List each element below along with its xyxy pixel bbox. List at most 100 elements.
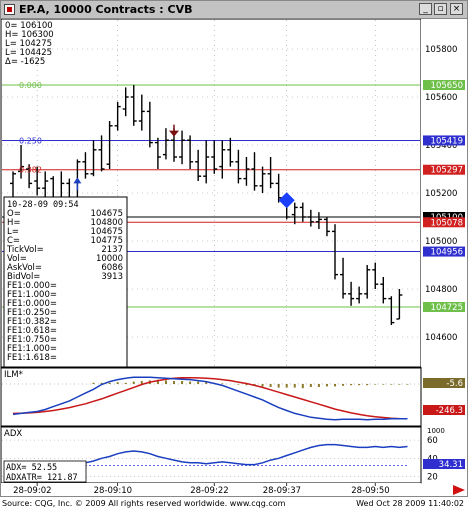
price-bars xyxy=(10,85,403,325)
close-button[interactable]: × xyxy=(450,3,463,15)
price-tag-bg xyxy=(423,135,465,146)
ilm-tag-1: -5.6 xyxy=(446,379,463,389)
price-tag-bg xyxy=(423,212,465,222)
time-tick-label: 28-09:50 xyxy=(351,486,389,496)
minimize-button[interactable]: _ xyxy=(419,3,432,15)
price-tags: 1056501054191052971051001050781049561047… xyxy=(423,80,465,313)
ohlc-open: 0= 106100 xyxy=(5,21,53,31)
price-tag-bg xyxy=(423,217,465,228)
restore-button[interactable]: ▫ xyxy=(434,3,447,15)
info-row-value: 104675 xyxy=(91,227,123,237)
ilm-indicator xyxy=(2,376,420,421)
time-axis[interactable] xyxy=(1,483,421,496)
fib-labels: 0.000 0.250 0.382 xyxy=(19,81,42,175)
fib-label-0: 0.000 xyxy=(19,81,42,90)
price-tick-label: 105600 xyxy=(425,93,457,103)
status-footer: Source: CQG, Inc. © 2009 All rights rese… xyxy=(0,497,468,511)
scroll-right-arrow-icon[interactable] xyxy=(453,485,465,495)
info-row-key: FE1:1.618= xyxy=(7,353,57,363)
info-row-key: H= xyxy=(7,218,21,228)
info-row-key: FE1:0.000= xyxy=(7,281,57,291)
time-tick-label: 28-09:22 xyxy=(190,486,228,496)
window-title: EP.A, 10000 Contracts : CVB xyxy=(19,3,193,16)
adx-value: ADX= 52.55 xyxy=(6,463,57,473)
info-row-key: AskVol= xyxy=(7,263,42,273)
info-panel-box xyxy=(3,196,128,368)
signal-markers xyxy=(73,124,295,209)
info-row-key: FE1:1.000= xyxy=(7,290,57,300)
info-row-value: 104775 xyxy=(91,236,123,246)
price-tag-bg xyxy=(423,80,465,90)
info-row-key: FE1:0.000= xyxy=(7,299,57,309)
diamond-marker-icon xyxy=(278,192,295,209)
info-row-value: 3913 xyxy=(101,272,123,282)
price-tag-bg xyxy=(423,164,465,175)
copyright-text: Source: CQG, Inc. © 2009 All rights rese… xyxy=(2,499,286,508)
adx-tick-label: 60 xyxy=(427,436,438,446)
ohlc-low: L= 104275 xyxy=(5,39,52,49)
down-arrow-icon xyxy=(169,130,179,137)
info-row-value: 6086 xyxy=(101,263,123,273)
price-tag-bg xyxy=(423,302,465,312)
ilm-tag-2: -246.3 xyxy=(436,406,463,416)
info-row-key: L= xyxy=(7,227,19,237)
ilm-red-line xyxy=(12,376,408,420)
time-tick-label: 28-09:02 xyxy=(13,486,51,496)
ohlc-close: L= 104425 xyxy=(5,48,52,58)
adx-tick-label: 20 xyxy=(427,472,438,482)
info-row-key: O= xyxy=(7,209,21,219)
up-arrow-icon xyxy=(73,177,82,184)
info-rows: O= 104675 H= 104800 L= 104675 C= 104775 TickVol=… xyxy=(6,209,123,363)
adx-tag-bg xyxy=(423,459,465,469)
ilm-tag-1-bg xyxy=(423,378,465,388)
info-row-value: 2137 xyxy=(101,245,123,255)
ohlc-high: H= 106300 xyxy=(5,30,54,40)
ilm-label: ILM* xyxy=(4,370,23,380)
ilm-blue-line xyxy=(12,376,408,421)
info-row-key: FE1:1.000= xyxy=(7,344,57,354)
fib-label-250: 0.250 xyxy=(19,136,42,145)
price-tag-label: 105650 xyxy=(431,81,463,91)
time-tick-label: 28-09:10 xyxy=(94,486,132,496)
info-row-key: FE1:0.618= xyxy=(7,326,57,336)
price-tick-label: 104800 xyxy=(425,285,457,295)
info-row-key: Vol= xyxy=(7,254,27,264)
title-bar[interactable]: EP.A, 10000 Contracts : CVB _ ▫ × xyxy=(1,1,467,19)
price-tag-label: 104725 xyxy=(431,303,463,313)
adx-axis-ticks: 1000604020 xyxy=(427,427,445,482)
info-row-value: 104675 xyxy=(91,209,123,219)
price-tag-label: 105297 xyxy=(431,166,463,176)
timestamp-text: Wed Oct 28 2009 11:40:02 xyxy=(356,499,464,508)
info-row-key: FE1:0.750= xyxy=(7,335,57,345)
price-tick-label: 105000 xyxy=(425,237,457,247)
info-row-key: FE1:0.382= xyxy=(7,317,57,327)
ilm-pane[interactable] xyxy=(1,367,422,427)
price-tag-label: 105078 xyxy=(431,218,463,228)
cursor-info-panel: 10-28-09 09:54 O= 104675 H= 104800 L= 104675 C… xyxy=(3,196,128,368)
ohlc-delta: Δ= -1625 xyxy=(5,57,45,67)
fib-label-382: 0.382 xyxy=(19,166,42,175)
info-row-key: BidVol= xyxy=(7,272,40,282)
adx-tick-label: 1000 xyxy=(427,427,445,435)
price-axis-ticks: 105800 105600 105400 105200 105000 104800 1046… xyxy=(425,45,457,343)
adx-tag: 34.31 xyxy=(439,460,463,470)
ilm-tag-2-bg xyxy=(423,405,465,415)
price-tick-label: 105200 xyxy=(425,189,457,199)
info-row-key: FE1:0.250= xyxy=(7,308,57,318)
time-axis-ticks: 28-09:02 28-09:10 28-09:22 28-09:37 28-09:50 xyxy=(13,483,390,496)
info-header: 10-28-09 09:54 xyxy=(7,200,79,210)
price-tick-label: 104600 xyxy=(425,333,457,343)
app-icon[interactable] xyxy=(4,4,15,15)
info-row-key: C= xyxy=(7,236,20,246)
info-row-value: 10000 xyxy=(96,254,123,264)
time-tick-label: 28-09:37 xyxy=(263,486,301,496)
price-tag-label: 105419 xyxy=(431,136,463,146)
price-tick-label: 105800 xyxy=(425,45,457,55)
chart-area[interactable]: 1058001056001054001052001050001048001046… xyxy=(1,19,467,497)
ohlc-summary: 0= 106100 H= 106300 L= 104275 L= 104425 … xyxy=(5,21,54,67)
adx-label: ADX xyxy=(4,429,22,439)
chart-window: EP.A, 10000 Contracts : CVB _ ▫ × 105800… xyxy=(0,0,468,497)
price-tag-bg xyxy=(423,246,465,257)
price-tag-label: 104956 xyxy=(431,248,463,258)
info-row-key: TickVol= xyxy=(6,245,44,255)
